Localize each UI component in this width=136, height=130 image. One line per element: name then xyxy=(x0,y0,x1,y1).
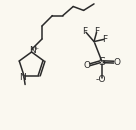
Text: -O: -O xyxy=(96,75,106,84)
Text: O: O xyxy=(83,60,90,70)
Text: S: S xyxy=(98,57,105,67)
Text: +: + xyxy=(33,46,38,51)
Text: N: N xyxy=(20,73,26,82)
Text: F: F xyxy=(94,27,99,36)
Text: F: F xyxy=(102,34,107,44)
Text: N: N xyxy=(29,46,36,55)
Text: F: F xyxy=(82,27,87,36)
Text: O: O xyxy=(113,58,120,67)
